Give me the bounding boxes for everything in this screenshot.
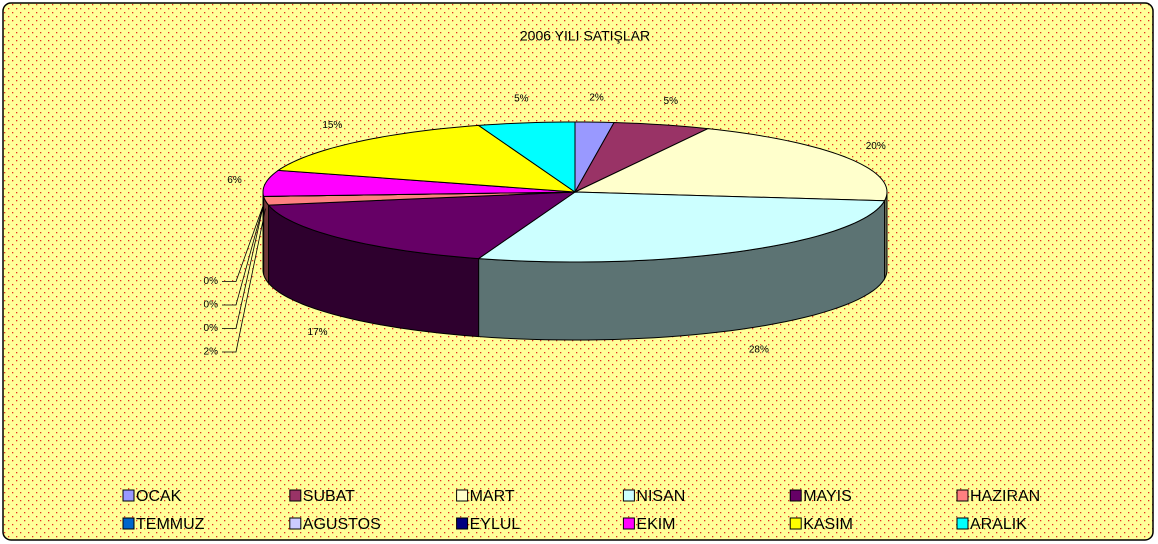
leader-line — [222, 204, 265, 329]
data-label: 5% — [664, 96, 679, 107]
leader-line — [222, 208, 266, 353]
leader-line — [222, 204, 264, 282]
chart-title: 2006 YILI SATIŞLAR — [520, 28, 650, 44]
legend-swatch — [622, 489, 635, 502]
slice — [267, 191, 577, 260]
slice — [573, 122, 710, 194]
data-label: 0% — [204, 300, 219, 311]
leader-line — [222, 204, 265, 306]
legend-label: EKIM — [636, 516, 675, 533]
legend-label: KASIM — [803, 516, 853, 533]
slice — [574, 128, 888, 202]
legend-swatch — [956, 517, 969, 530]
legend-label: AGUSTOS — [303, 516, 381, 533]
data-label: 2% — [204, 347, 219, 358]
data-label: 5% — [514, 93, 529, 104]
slice — [276, 124, 577, 193]
legend-label: NISAN — [636, 488, 685, 505]
legend-swatch — [122, 489, 135, 502]
slice — [477, 191, 886, 263]
legend-swatch — [289, 517, 302, 530]
data-label: 6% — [227, 175, 242, 186]
legend-swatch — [289, 489, 302, 502]
legend-label: MART — [470, 488, 515, 505]
legend-swatch — [956, 489, 969, 502]
data-label: 2% — [589, 92, 604, 103]
legend-swatch — [122, 517, 135, 530]
data-label: 15% — [322, 120, 342, 131]
legend-swatch — [789, 489, 802, 502]
legend-label: SUBAT — [303, 488, 355, 505]
legend-label: EYLUL — [470, 516, 521, 533]
legend-label: HAZIRAN — [970, 488, 1040, 505]
legend-label: TEMMUZ — [136, 516, 205, 533]
data-label: 17% — [308, 327, 328, 338]
data-label: 20% — [866, 141, 886, 152]
legend-label: ARALIK — [970, 516, 1027, 533]
data-label: 0% — [204, 323, 219, 334]
legend-label: OCAK — [136, 488, 182, 505]
legend-swatch — [789, 517, 802, 530]
data-label: 0% — [204, 276, 219, 287]
data-label: 28% — [749, 344, 769, 355]
legend-label: MAYIS — [803, 488, 852, 505]
legend-swatch — [622, 517, 635, 530]
slice — [262, 169, 576, 197]
slice-side — [263, 196, 270, 285]
legend-swatch — [456, 517, 469, 530]
legend-swatch — [456, 489, 469, 502]
slice — [477, 121, 576, 193]
